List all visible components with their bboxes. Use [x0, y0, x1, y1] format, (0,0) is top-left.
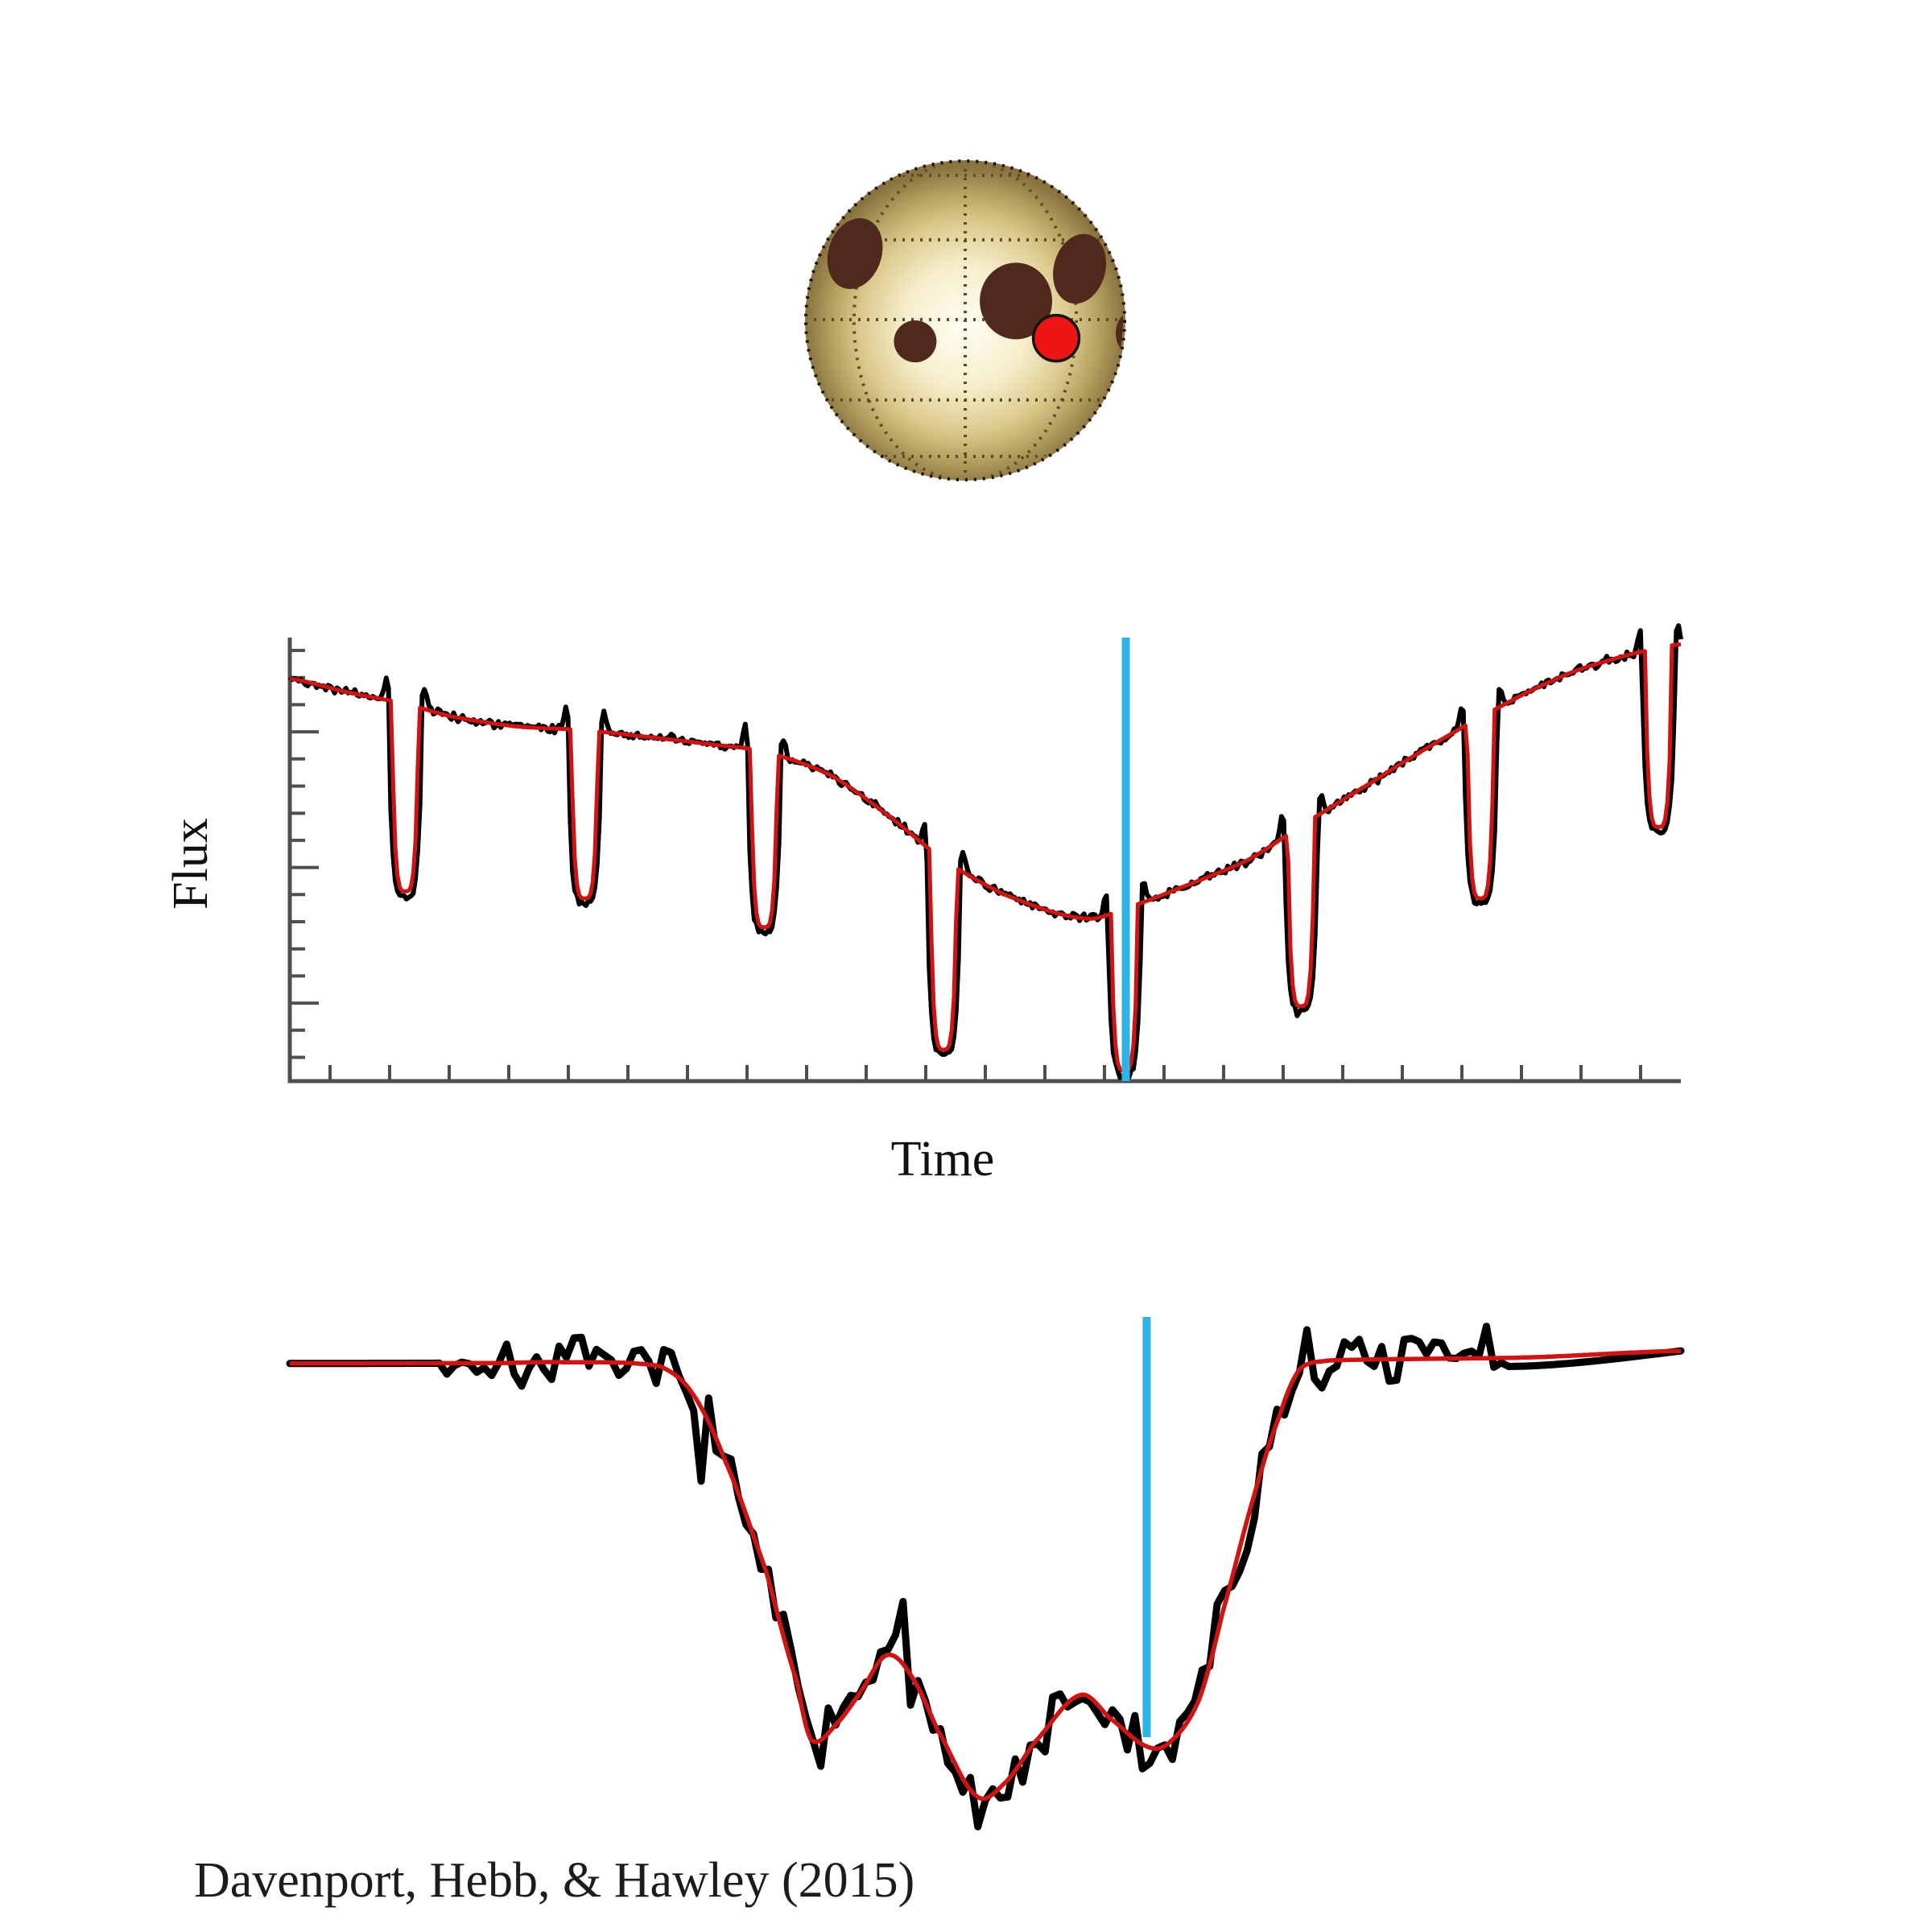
light-curve-panel — [287, 623, 1683, 1084]
figure-caption: Davenport, Hebb, & Hawley (2015) — [194, 1853, 914, 1908]
x-axis-label: Time — [891, 1132, 995, 1187]
star-spot — [894, 320, 937, 363]
zoom-model-curve — [290, 1348, 1682, 1802]
model-flux-curve — [289, 642, 1682, 1073]
star-graphic — [804, 159, 1126, 481]
starspot-group — [827, 218, 1123, 363]
star-spot — [1053, 233, 1107, 304]
y-axis-label: Flux — [163, 818, 218, 910]
star-spot — [827, 218, 883, 289]
star-spot — [980, 262, 1053, 340]
transit-zoom-panel — [286, 1317, 1685, 1831]
meridian-line — [852, 163, 1079, 478]
star-limb-outline — [804, 159, 1126, 481]
planet-marker — [1031, 313, 1081, 363]
